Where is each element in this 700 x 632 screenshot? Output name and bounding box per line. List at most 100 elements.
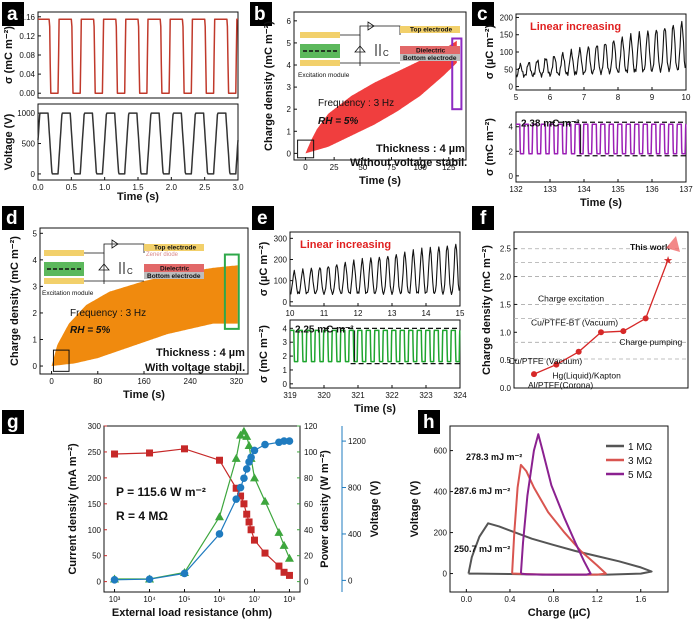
panel-g-current-marker — [247, 526, 255, 534]
panel-f-point-label: Charge pumping — [619, 337, 682, 347]
panel-f-ytick-label: 0.0 — [500, 384, 512, 393]
panel-letter-bg-h — [418, 410, 440, 434]
panel-e-ylabel: σ (µC m⁻²) — [258, 241, 270, 296]
panel-a-frame — [37, 103, 239, 181]
panel-g-voltage-marker — [261, 440, 269, 449]
panel-d-xlabel: Time (s) — [123, 389, 165, 401]
panel-g-voltage-marker — [145, 575, 154, 584]
panel-f-chart: 0.0 0.5 1.0 1.5 2.0 2.5 Charge density (mC m⁻²… — [481, 231, 689, 393]
panel-g-voltage-marker — [240, 474, 248, 483]
panel-e-xtick-label: 11 — [320, 309, 329, 318]
panel-a-ytick-label: 1000 — [17, 109, 35, 118]
panel-g-xtick-label: 10⁶ — [213, 595, 225, 604]
panel-g-power-marker — [239, 426, 249, 435]
panel-c-xtick-label: 137 — [679, 185, 693, 194]
panel-b-ytick-label: 3 — [287, 83, 292, 92]
panel-g-voltage-marker — [215, 530, 224, 538]
panel-e-ytick-label: 2 — [283, 352, 288, 361]
inset-bottom-electrode — [144, 272, 204, 279]
inset-dielectric — [400, 46, 460, 54]
panel-c-xtick-label: 132 — [509, 185, 523, 194]
panel-f-ylabel: Charge density (mC m⁻²) — [481, 245, 493, 375]
panel-c-xtick-label: 134 — [577, 185, 591, 194]
panel-a-ytick-label: 0.00 — [19, 89, 35, 98]
inset-top-electrode — [144, 244, 204, 251]
panel-g-power-marker — [249, 473, 259, 482]
panel-e-xtick-label: 320 — [317, 391, 331, 400]
panel-d-zoom-box-start — [52, 349, 70, 372]
panel-letter-bg-f — [472, 206, 494, 230]
panel-d-xtick-label: 0 — [49, 377, 54, 386]
panel-g-right1-ytick-label: 60 — [304, 500, 313, 509]
panel-d-ytick-label: 3 — [33, 282, 38, 291]
panel-g-right1-ytick-label: 120 — [304, 422, 318, 431]
panel-g-power-marker — [231, 453, 241, 462]
panel-e-span-label: 2.25 mC m⁻² — [295, 324, 354, 335]
panel-h-legend-label: 1 MΩ — [628, 442, 653, 453]
panel-a-chart: 0.00 0.04 0.08 0.12 0.16 σ (mC m⁻²) 0 500 1000Vo… — [3, 11, 244, 203]
panel-g-left-ytick-label: 0 — [97, 578, 102, 587]
panel-letter-bg-g — [2, 410, 24, 434]
panel-h-chart: 0.0 0.4 0.8 1.2 1.6 0 200 400 600 Voltage (V) Char… — [409, 425, 669, 619]
panel-e-ytick-label: 0 — [283, 380, 288, 389]
panel-c-ytick-label: 4 — [509, 123, 514, 132]
panel-g-current-marker — [146, 449, 154, 457]
panel-f-charge-excitation: Charge excitation — [538, 294, 604, 304]
inset-top-plate — [300, 32, 340, 38]
panel-g-xlabel: External load resistance (ohm) — [112, 607, 272, 619]
panel-g-power-marker — [274, 527, 284, 536]
panel-f-point — [620, 328, 627, 335]
panel-b-xtick-label: 75 — [387, 163, 396, 172]
panel-a-ytick-label: 0.16 — [19, 13, 35, 22]
panel-c-xlabel: Time (s) — [580, 197, 622, 209]
inset-bottom-label: Bottom electrode — [403, 55, 457, 62]
panel-g-left-ytick-label: 250 — [88, 448, 102, 457]
panel-g-right1-ytick-label: 100 — [304, 448, 318, 457]
panel-f-point — [598, 329, 604, 336]
panel-h-xlabel: Charge (µC) — [528, 607, 591, 619]
panel-g-current-marker — [181, 445, 189, 453]
panel-g-current-marker — [232, 484, 240, 492]
panel-a-xtick-label: 0.5 — [66, 183, 78, 192]
panel-e-xtick-label: 319 — [283, 391, 297, 400]
panel-c-span-label: 2.38 mC m⁻² — [521, 118, 580, 129]
panel-e-xtick-label: 323 — [419, 391, 433, 400]
inset-dielectric-label: Dielectric — [416, 48, 446, 55]
panel-e-ylabel: σ (mC m⁻²) — [258, 325, 270, 383]
panel-e-xtick-label: 10 — [286, 309, 295, 318]
panel-e-xtick-label: 324 — [453, 391, 467, 400]
panel-e-ytick-label: 200 — [274, 255, 288, 264]
panel-letter-f: f — [480, 208, 487, 229]
panel-d-ytick-label: 4 — [33, 256, 38, 265]
panel-h-xtick-label: 0.4 — [504, 595, 516, 604]
panel-f-ytick-label: 2.0 — [500, 273, 512, 282]
panel-g-right2-label: 400 — [348, 530, 362, 539]
panel-d-rh: RH = 5% — [70, 325, 110, 336]
panel-h-legend-label: 3 MΩ — [628, 456, 653, 467]
inset-cap-label: C — [127, 267, 133, 276]
panel-a-ytick-label: 500 — [22, 140, 36, 149]
panel-c-ylabel: σ (µC m⁻²) — [484, 24, 496, 79]
panel-e-xlabel: Time (s) — [354, 403, 396, 415]
panel-c-xtick-label: 135 — [611, 185, 625, 194]
panel-c-xtick-label: 6 — [548, 93, 553, 102]
panel-h-xtick-label: 0.8 — [548, 595, 560, 604]
panel-g-right1-ytick-label: 80 — [304, 474, 313, 483]
panel-letter-e: e — [257, 208, 268, 229]
panel-g-current-marker — [111, 450, 119, 458]
inset-bottom-electrode — [400, 54, 460, 61]
panel-g-current-marker — [245, 518, 253, 526]
panel-d-chart: 0 80 160 240 320 0 1 2 3 4 5 Charge density (mC m⁻²… — [9, 227, 249, 401]
panel-e-ytick-label: 0 — [283, 298, 288, 307]
inset-top-electrode — [400, 26, 460, 33]
panel-g-current-marker — [280, 568, 288, 576]
panel-c-signal-bottom — [515, 123, 687, 155]
panel-g-current-marker — [285, 571, 293, 579]
panel-g-power-marker — [214, 512, 224, 521]
panel-g-power-marker — [260, 496, 270, 505]
panel-g-right2-label: 0 — [348, 576, 353, 585]
panel-letter-bg-e — [252, 206, 274, 230]
panel-g-xtick-label: 10³ — [109, 595, 121, 604]
